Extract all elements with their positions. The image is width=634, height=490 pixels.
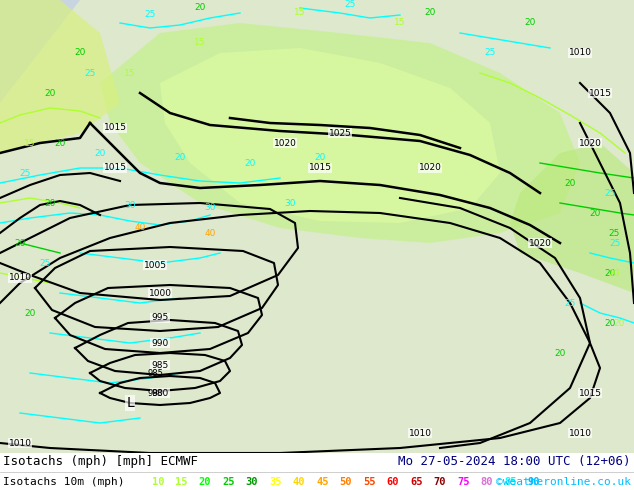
Text: 1025: 1025 [328, 128, 351, 138]
Polygon shape [0, 0, 80, 103]
Polygon shape [0, 0, 634, 453]
Text: 25: 25 [223, 477, 235, 487]
Text: 20: 20 [613, 318, 624, 327]
Text: 10: 10 [152, 477, 164, 487]
Text: 1020: 1020 [579, 139, 602, 147]
Text: 20: 20 [314, 153, 326, 163]
Text: 1015: 1015 [588, 89, 612, 98]
Text: 15: 15 [175, 477, 188, 487]
Text: 25: 25 [484, 49, 496, 57]
Text: Isotachs (mph) [mph] ECMWF: Isotachs (mph) [mph] ECMWF [3, 455, 198, 467]
Text: 1015: 1015 [578, 389, 602, 397]
Text: 990: 990 [152, 339, 169, 347]
Text: Isotachs 10m (mph): Isotachs 10m (mph) [3, 477, 124, 487]
Text: 1010: 1010 [569, 49, 592, 57]
Text: 15: 15 [394, 19, 406, 27]
Text: 20: 20 [424, 8, 436, 18]
Polygon shape [160, 48, 500, 223]
Text: 25: 25 [604, 189, 616, 197]
Text: 30: 30 [204, 203, 216, 213]
Text: 40: 40 [204, 228, 216, 238]
Text: 1010: 1010 [408, 428, 432, 438]
Text: 25: 25 [19, 169, 30, 177]
Text: 20: 20 [44, 89, 56, 98]
Text: 1010: 1010 [8, 439, 32, 447]
Text: 25: 25 [608, 228, 619, 238]
Text: ©weatheronline.co.uk: ©weatheronline.co.uk [496, 477, 631, 487]
Text: 30: 30 [124, 200, 136, 210]
Text: 40: 40 [293, 477, 305, 487]
Text: 20: 20 [590, 209, 600, 218]
Text: 20: 20 [524, 19, 536, 27]
Text: 50: 50 [340, 477, 353, 487]
Polygon shape [510, 143, 634, 293]
Text: 25: 25 [145, 10, 156, 20]
Polygon shape [100, 23, 580, 243]
Text: 20: 20 [55, 139, 66, 147]
Polygon shape [0, 0, 120, 153]
Text: Mo 27-05-2024 18:00 UTC (12+06): Mo 27-05-2024 18:00 UTC (12+06) [399, 455, 631, 467]
Text: 60: 60 [387, 477, 399, 487]
Text: 20: 20 [554, 348, 566, 358]
Text: 70: 70 [434, 477, 446, 487]
Text: 45: 45 [316, 477, 329, 487]
Text: 25: 25 [39, 259, 51, 268]
Text: 20: 20 [608, 269, 619, 277]
Text: 20: 20 [244, 158, 256, 168]
Text: 80: 80 [481, 477, 493, 487]
Text: 1015: 1015 [103, 164, 127, 172]
Text: 40: 40 [134, 223, 146, 232]
Text: 55: 55 [363, 477, 376, 487]
Text: 1010: 1010 [569, 428, 592, 438]
Text: 20: 20 [94, 148, 106, 157]
Text: 20: 20 [194, 3, 205, 13]
Text: 85: 85 [504, 477, 517, 487]
Text: 985: 985 [147, 368, 163, 377]
Text: 20: 20 [74, 49, 86, 57]
Text: 25: 25 [564, 298, 576, 308]
Text: 15: 15 [124, 69, 136, 77]
Text: 20: 20 [198, 477, 211, 487]
Text: 980: 980 [147, 389, 163, 397]
Text: L: L [126, 396, 134, 410]
Text: 1020: 1020 [418, 164, 441, 172]
Text: 75: 75 [457, 477, 470, 487]
Text: 20: 20 [24, 309, 36, 318]
Text: 20: 20 [604, 269, 616, 277]
Text: 25: 25 [344, 0, 356, 9]
Text: 25: 25 [84, 69, 96, 77]
Text: 35: 35 [269, 477, 281, 487]
Text: 20: 20 [174, 153, 186, 163]
Text: 15: 15 [24, 139, 36, 147]
Text: 1000: 1000 [148, 289, 172, 297]
Text: 90: 90 [527, 477, 540, 487]
Text: 30: 30 [284, 198, 295, 207]
Text: 1005: 1005 [143, 261, 167, 270]
Text: 995: 995 [152, 314, 169, 322]
Text: 1015: 1015 [103, 123, 127, 132]
Text: 20: 20 [44, 198, 56, 207]
Text: 1020: 1020 [529, 239, 552, 247]
Text: 65: 65 [410, 477, 423, 487]
Text: 25: 25 [609, 239, 621, 247]
Text: 15: 15 [294, 8, 306, 18]
Text: 15: 15 [194, 39, 206, 48]
Text: 1020: 1020 [273, 139, 297, 147]
Text: 980: 980 [152, 389, 169, 397]
Text: 1010: 1010 [8, 273, 32, 283]
Text: 1015: 1015 [309, 164, 332, 172]
Text: 30: 30 [246, 477, 258, 487]
Text: 20: 20 [564, 178, 576, 188]
Text: 985: 985 [152, 361, 169, 369]
Text: 20: 20 [15, 239, 26, 247]
Text: 20: 20 [604, 318, 616, 327]
